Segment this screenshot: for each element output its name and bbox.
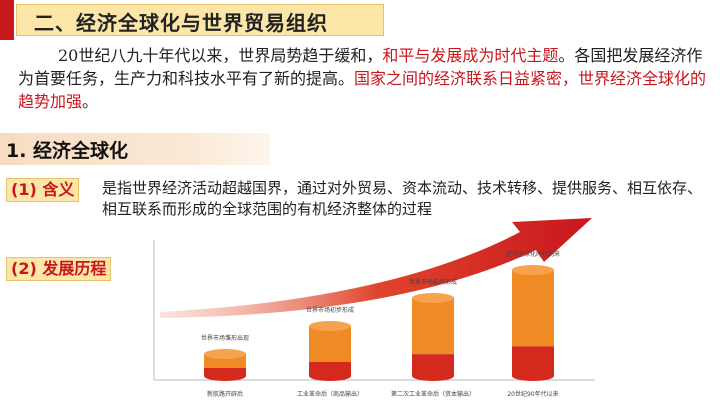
- intro-highlight-1: 和平与发展成为时代主题: [382, 46, 559, 65]
- section-header-bar: [0, 133, 270, 165]
- chart-bar: [412, 293, 454, 381]
- intro-highlight-2: 国家之间的经济联系日益紧密，世界经济全球化的趋势加强: [18, 69, 707, 111]
- bar-annotation: 经济全球化时代到来: [506, 250, 560, 258]
- intro-paragraph: 20世纪八九十年代以来，世界局势趋于缓和，和平与发展成为时代主题。各国把发展经济…: [18, 44, 708, 113]
- chart-bar: [309, 321, 351, 381]
- bar-annotation: 世界市场雏形出现: [201, 334, 249, 342]
- history-label: (2) 发展历程: [6, 257, 112, 281]
- trend-arrow: [160, 218, 592, 318]
- intro-text-1: 20世纪八九十年代以来，世界局势趋于缓和，: [58, 46, 383, 65]
- category-label: 工业革命后（商品输出）: [297, 390, 363, 398]
- bar-annotation: 世界市场初步形成: [306, 306, 354, 314]
- meaning-definition: 是指世界经济活动超越国界，通过对外贸易、资本流动、技术转移、提供服务、相互依存、…: [102, 179, 703, 218]
- intro-text-2: 。各国把发展经济作为首要任务，生产力和科技水平有了新的提高。: [18, 46, 703, 88]
- bar-annotation: 世界市场最终形成: [409, 278, 457, 286]
- intro-text-3: 。: [82, 92, 99, 111]
- meaning-label: (1) 含义: [6, 178, 80, 202]
- chart-bar: [512, 265, 554, 381]
- category-label: 第二次工业革命后（资本输出）: [391, 390, 475, 398]
- category-label: 20世纪90年代以来: [507, 390, 558, 398]
- chart-bar: [204, 349, 246, 381]
- page-title: 二、经济全球化与世界贸易组织: [34, 11, 328, 35]
- title-box: [16, 4, 384, 36]
- section-title: 1. 经济全球化: [6, 140, 129, 162]
- title-accent-strip: [0, 0, 14, 40]
- category-label: 新航路开辟后: [207, 390, 243, 398]
